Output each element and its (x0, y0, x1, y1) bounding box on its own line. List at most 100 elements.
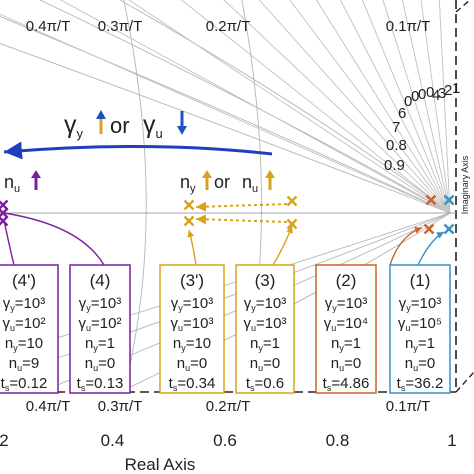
damping-grid-line (315, 0, 451, 214)
case-param: nu=9 (9, 355, 39, 373)
pole-marker (183, 215, 195, 227)
pole-marker (0, 207, 9, 219)
case-param: γu=10³ (171, 315, 214, 333)
case-box: (2) γy=10³ γu=10⁴ ny=1 nu=0 ts=4.86 (315, 264, 377, 394)
x-tick-label: 2 (0, 431, 9, 450)
damping-grid-line (180, 0, 451, 214)
up-arrow-icon (202, 170, 212, 190)
nu-annotation: nu (4, 170, 41, 195)
case-param: γu=10⁴ (324, 315, 368, 333)
damping-label: 4 (432, 87, 440, 104)
case-param: ts=0.13 (77, 375, 124, 393)
x-tick-label: 1 (447, 431, 456, 450)
damping-label: 0 (426, 84, 434, 101)
case-param: ny=10 (173, 335, 211, 353)
case-param: γy=10³ (171, 295, 213, 313)
damping-grid-line (258, 0, 451, 214)
case-param: nu=0 (177, 355, 207, 373)
damping-grid-line (401, 0, 451, 214)
pole-marker (0, 215, 9, 227)
damping-grid-line (340, 0, 451, 214)
pole-marker (183, 199, 195, 211)
frequency-label: 0.2π/T (206, 18, 251, 35)
case-param: ny=1 (331, 335, 361, 353)
case-param: ts=0.6 (246, 375, 284, 393)
case-id: (3') (180, 271, 204, 290)
damping-label: 0.8 (386, 137, 407, 154)
case-param: ts=0.34 (169, 375, 216, 393)
ny-nu-annotation: ny or nu (180, 170, 275, 195)
case-param: γu=10⁵ (398, 315, 442, 333)
damping-label: 1 (452, 80, 460, 97)
case-param: γu=10² (3, 315, 46, 333)
frequency-grid-line (119, 0, 451, 214)
pole-marker (443, 194, 455, 206)
case-param: nu=0 (405, 355, 435, 373)
x-axis-label: Real Axis (125, 455, 196, 474)
damping-grid-line (0, 13, 451, 214)
damping-grid-line (362, 0, 451, 214)
frequency-grid-line (0, 43, 451, 214)
damping-label: 3 (438, 85, 446, 102)
case-id: (4') (12, 271, 36, 290)
frequency-labels-bottom: 0.4π/T 0.3π/T 0.2π/T 0.1π/T (26, 398, 431, 415)
case-param: ny=1 (250, 335, 280, 353)
pole-marker (425, 194, 437, 206)
case-param: γy=10³ (244, 295, 286, 313)
damping-label: 2 (444, 82, 452, 99)
case-param: ny=1 (85, 335, 115, 353)
frequency-label: 0.1π/T (386, 18, 431, 35)
gamma-arrow-curve (3, 141, 273, 160)
damping-label: 0 (418, 86, 426, 103)
pole-marker (443, 223, 455, 235)
gamma-or-text: or (110, 113, 130, 138)
frequency-label: 0.4π/T (26, 18, 71, 35)
ny-nu-or-text: or (214, 172, 230, 192)
damping-label: 7 (392, 119, 400, 136)
frequency-labels-top: 0.4π/T 0.3π/T 0.2π/T 0.1π/T (26, 18, 431, 35)
case-box: (1) γy=10³ γu=10⁵ ny=1 nu=0 ts=36.2 (389, 264, 451, 394)
case-param: γy=10³ (79, 295, 121, 313)
case-param: γu=10³ (244, 315, 287, 333)
pole-marker (286, 195, 298, 207)
x-tick-label: 0.4 (101, 431, 125, 450)
damping-grid-line (223, 0, 451, 214)
case-param: ny=10 (5, 335, 43, 353)
ny-text: ny (180, 172, 196, 195)
gamma-arrow-annotation: γy or γu (3, 110, 273, 160)
pole-marker (0, 199, 9, 211)
damping-grid-line (289, 0, 451, 214)
damping-label: 0 (411, 88, 419, 105)
case-param: nu=0 (331, 355, 361, 373)
damping-label: 0 (404, 93, 412, 110)
gamma-y-text: γy (64, 111, 84, 141)
gamma-u-text: γu (143, 111, 163, 141)
case-id: (1) (410, 271, 431, 290)
case-param: γy=10³ (3, 295, 45, 313)
case-box: (4) γy=10³ γu=10² ny=1 nu=0 ts=0.13 (69, 264, 131, 394)
damping-grid-line (60, 0, 451, 214)
case-param: ts=4.86 (323, 375, 370, 393)
case-param: ts=0.12 (1, 375, 48, 393)
frequency-label: 0.2π/T (206, 398, 251, 415)
pole-markers (0, 194, 455, 235)
frequency-label: 0.3π/T (98, 398, 143, 415)
damping-grid-line (438, 0, 451, 214)
case-param: ts=36.2 (397, 375, 444, 393)
case-param: nu=0 (250, 355, 280, 373)
frequency-grid-line (0, 16, 451, 214)
z-plane-grid (0, 0, 451, 393)
case-id: (3) (255, 271, 276, 290)
case-param: ny=1 (405, 335, 435, 353)
case-param: nu=0 (85, 355, 115, 373)
pole-marker (286, 218, 298, 230)
up-arrow-icon (265, 170, 275, 190)
x-tick-labels: 2 0.4 0.6 0.8 1 (0, 431, 457, 450)
up-arrow-icon (31, 170, 41, 190)
damping-grid-line (128, 0, 451, 214)
frequency-grid-line (0, 212, 451, 356)
x-tick-label: 0.8 (326, 431, 350, 450)
frequency-label: 0.1π/T (386, 398, 431, 415)
case-param: γy=10³ (399, 295, 441, 313)
